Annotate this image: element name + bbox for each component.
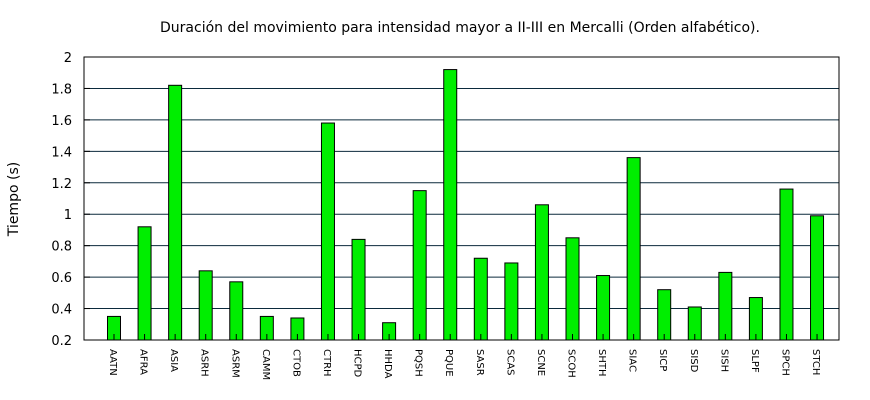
bar-pqsh (412, 190, 427, 341)
x-tick-label: SCNE (535, 349, 546, 376)
bar-scne (534, 204, 549, 341)
x-tick-label: PQSH (413, 349, 424, 377)
x-tick-label: SPCH (779, 349, 790, 376)
x-tick-label: SISD (688, 349, 699, 373)
x-tick-label: CTRH (321, 349, 332, 377)
x-tick-label: SHTH (596, 349, 607, 377)
bar-sicp (657, 289, 672, 341)
x-tick-label: SCOH (566, 349, 577, 378)
plot-frame (83, 56, 840, 341)
y-tick-label: 1.4 (51, 145, 72, 160)
x-tick-label: SIAC (627, 349, 638, 372)
bar-scoh (565, 237, 580, 341)
x-tick-label: SCAS (504, 349, 515, 376)
x-tick-label: PQUE (443, 349, 454, 377)
bar-asia (168, 84, 183, 341)
y-axis-ticks: 0.2 0.4 0.6 0.8 1 1.2 1.4 1.6 1.8 2 (51, 51, 90, 349)
bars (107, 69, 825, 341)
y-tick-label: 1.2 (51, 177, 72, 192)
bar-afra (137, 226, 152, 341)
x-tick-label: SICP (657, 349, 668, 371)
bar-ctrh (320, 122, 335, 341)
bar-sish (718, 271, 733, 341)
x-tick-label: AATN (107, 349, 118, 376)
x-tick-label: ASRM (229, 349, 240, 378)
y-tick-label: 1.8 (51, 82, 72, 97)
x-tick-label: ASRH (199, 349, 210, 377)
y-tick-label: 0.8 (51, 240, 72, 255)
y-tick-label: 1 (64, 208, 72, 223)
bar-sasr (473, 257, 488, 341)
bar-pque (443, 69, 458, 341)
y-tick-label: 2 (64, 51, 72, 66)
x-tick-label: SASR (474, 349, 485, 376)
x-tick-label: SLPF (749, 349, 760, 373)
x-tick-label: STCH (810, 349, 821, 375)
bar-slpf (748, 297, 763, 341)
x-tick-label: HHDA (382, 349, 393, 379)
y-tick-label: 0.6 (51, 271, 72, 286)
x-tick-label: ASIA (168, 349, 179, 372)
bar-asrh (198, 270, 213, 341)
y-tick-label: 1.6 (51, 114, 72, 129)
bar-scas (504, 262, 519, 341)
x-tick-label: SISH (718, 349, 729, 372)
bar-spch (779, 188, 794, 341)
bar-asrm (229, 281, 244, 341)
x-tick-label: AFRA (138, 349, 149, 375)
x-tick-label: CTOB (290, 349, 301, 377)
bar-siac (626, 157, 641, 341)
x-axis-ticks: AATN AFRA ASIA ASRH ASRM CAMM CTOB CTRH HCPD HHDA… (107, 334, 821, 380)
x-tick-label: HCPD (352, 349, 363, 378)
chart-title: Duración del movimiento para intensidad … (160, 20, 760, 36)
x-tick-label: CAMM (260, 349, 271, 380)
y-tick-label: 0.2 (51, 334, 72, 349)
y-tick-label: 0.4 (51, 303, 72, 318)
bar-stch (810, 215, 825, 341)
y-axis-label: Tiempo (s) (6, 162, 22, 237)
bar-shth (596, 275, 611, 341)
bar-hcpd (351, 238, 366, 341)
